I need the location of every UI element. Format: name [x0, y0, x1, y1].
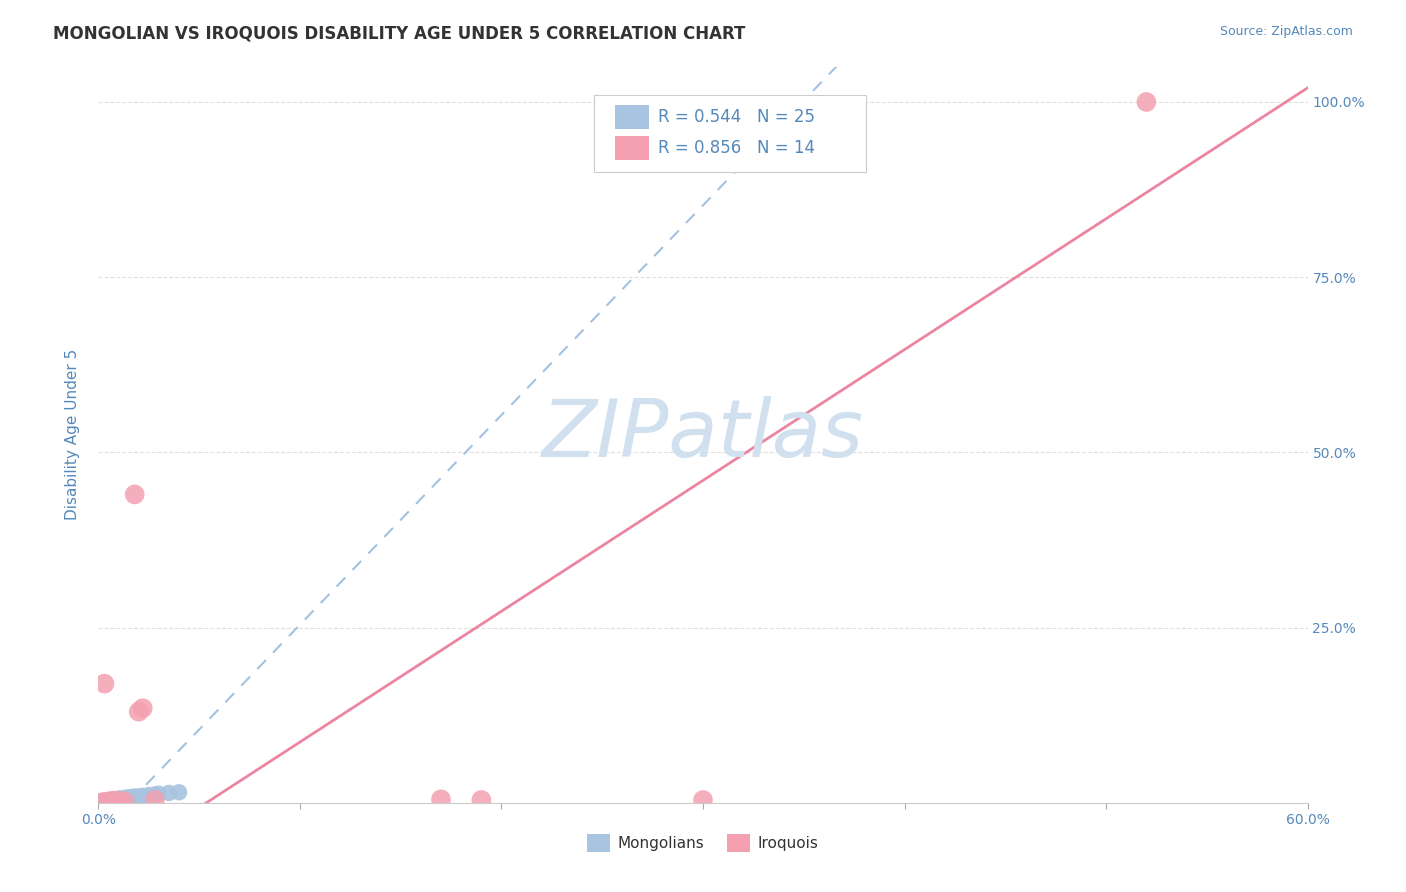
Point — [470, 793, 492, 807]
Text: MONGOLIAN VS IROQUOIS DISABILITY AGE UNDER 5 CORRELATION CHART: MONGOLIAN VS IROQUOIS DISABILITY AGE UND… — [53, 25, 745, 43]
Point — [132, 701, 155, 715]
Point — [89, 795, 111, 809]
FancyBboxPatch shape — [614, 105, 648, 128]
Point — [110, 791, 132, 805]
Point — [103, 792, 125, 806]
Point — [118, 790, 141, 805]
Point — [430, 792, 453, 806]
Point — [121, 790, 143, 805]
Point — [114, 794, 136, 808]
Point — [97, 794, 120, 808]
Text: ZIPatlas: ZIPatlas — [541, 396, 865, 474]
Point — [91, 794, 114, 808]
Point — [111, 792, 134, 806]
Point — [97, 794, 120, 808]
Point — [692, 793, 714, 807]
Point — [91, 795, 114, 809]
Point — [101, 793, 124, 807]
Point — [101, 794, 124, 808]
Point — [157, 786, 180, 800]
Point — [124, 487, 146, 501]
Point — [93, 676, 115, 690]
Point — [128, 705, 150, 719]
Text: R = 0.856   N = 14: R = 0.856 N = 14 — [658, 139, 815, 157]
FancyBboxPatch shape — [614, 136, 648, 160]
Legend: Mongolians, Iroquois: Mongolians, Iroquois — [581, 828, 825, 858]
Y-axis label: Disability Age Under 5: Disability Age Under 5 — [65, 350, 80, 520]
Text: Source: ZipAtlas.com: Source: ZipAtlas.com — [1219, 25, 1353, 38]
Point — [132, 789, 155, 803]
Point — [143, 788, 166, 802]
FancyBboxPatch shape — [595, 95, 866, 172]
Point — [138, 788, 160, 802]
Point — [1135, 95, 1157, 109]
Point — [114, 791, 136, 805]
Point — [100, 793, 122, 807]
Point — [167, 785, 190, 799]
Point — [107, 794, 129, 808]
Point — [124, 789, 146, 804]
Point — [148, 787, 170, 801]
Point — [125, 790, 148, 805]
Point — [107, 791, 129, 805]
Text: R = 0.544   N = 25: R = 0.544 N = 25 — [658, 108, 815, 126]
Point — [143, 793, 166, 807]
Point — [93, 794, 115, 808]
Point — [128, 789, 150, 804]
Point — [105, 792, 128, 806]
Point — [120, 791, 142, 805]
Point — [96, 794, 118, 808]
